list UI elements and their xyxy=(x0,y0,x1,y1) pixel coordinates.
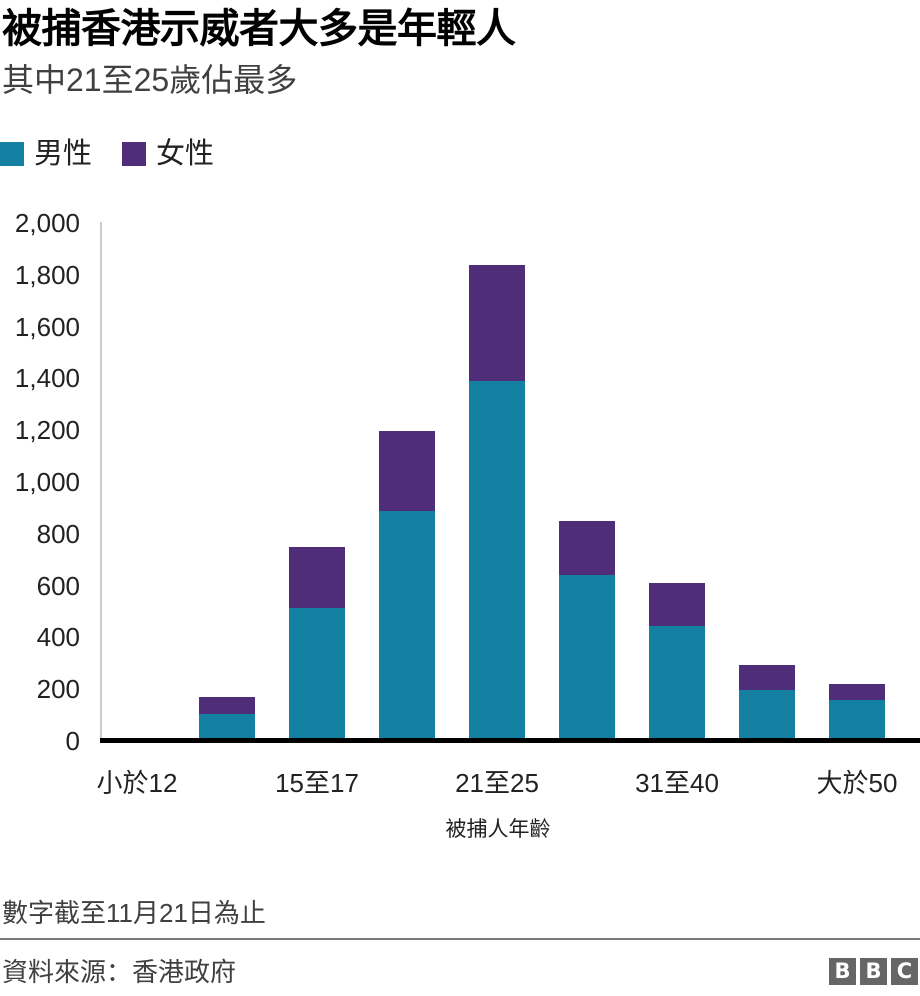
y-tick-200: 200 xyxy=(36,674,80,704)
x-label-31-40: 31至40 xyxy=(635,768,719,798)
bar-5 xyxy=(559,520,615,740)
y-tick-2000: 2,000 xyxy=(14,208,80,238)
male-segment xyxy=(379,511,435,740)
y-tick-1400: 1,400 xyxy=(14,363,80,393)
bbc-logo-letter: B xyxy=(860,958,887,985)
bbc-logo-letter: C xyxy=(891,958,918,985)
female-swatch-icon xyxy=(122,142,147,166)
female-segment xyxy=(829,684,885,701)
legend-label-female: 女性 xyxy=(156,138,215,170)
bar-1 xyxy=(199,697,255,740)
y-tick-400: 400 xyxy=(36,622,80,652)
bar-6 xyxy=(649,583,705,740)
chart-title: 被捕香港示威者大多是年輕人 xyxy=(2,7,516,51)
bar-8 xyxy=(829,684,885,740)
male-segment xyxy=(739,690,795,740)
footer-divider xyxy=(0,938,920,940)
x-axis-title: 被捕人年齡 xyxy=(445,818,551,841)
stacked-bar-chart: 2,000 1,800 1,600 1,400 1,200 1,000 800 … xyxy=(0,200,920,860)
male-segment xyxy=(559,575,615,740)
male-segment xyxy=(649,626,705,740)
female-segment xyxy=(469,264,525,382)
chart-subtitle: 其中21至25歲佔最多 xyxy=(2,62,298,98)
male-swatch-icon xyxy=(0,142,24,166)
y-tick-800: 800 xyxy=(36,519,80,549)
x-label-under-12: 小於12 xyxy=(96,768,178,798)
legend-item-female: 女性 xyxy=(122,136,214,172)
female-segment xyxy=(559,520,615,576)
x-label-over-50: 大於50 xyxy=(816,768,898,798)
x-label-15-17: 15至17 xyxy=(275,768,359,798)
y-tick-1000: 1,000 xyxy=(14,467,80,497)
y-tick-1600: 1,600 xyxy=(14,312,80,342)
legend-label-male: 男性 xyxy=(34,138,93,170)
y-tick-0: 0 xyxy=(65,726,80,756)
bar-4 xyxy=(469,264,525,740)
y-tick-1200: 1,200 xyxy=(14,415,80,445)
bar-2 xyxy=(289,547,345,740)
bar-7 xyxy=(739,664,795,740)
y-tick-1800: 1,800 xyxy=(14,260,80,290)
bbc-logo: B B C xyxy=(825,958,918,985)
female-segment xyxy=(289,547,345,608)
x-label-21-25: 21至25 xyxy=(455,768,539,798)
male-segment xyxy=(469,381,525,740)
male-segment xyxy=(289,607,345,740)
source-text: 資料來源：香港政府 xyxy=(2,957,237,987)
female-segment xyxy=(199,697,255,715)
bar-3 xyxy=(379,431,435,740)
legend-item-male: 男性 xyxy=(0,136,92,172)
bbc-logo-letter: B xyxy=(829,958,856,985)
legend: 男性 女性 xyxy=(0,136,244,172)
male-segment xyxy=(829,700,885,740)
x-axis-baseline xyxy=(100,738,920,743)
female-segment xyxy=(379,431,435,512)
female-segment xyxy=(649,583,705,627)
female-segment xyxy=(739,664,795,690)
y-axis-line xyxy=(100,222,102,740)
y-tick-600: 600 xyxy=(36,571,80,601)
footnote: 數字截至11月21日為止 xyxy=(2,898,266,928)
male-segment xyxy=(199,714,255,740)
